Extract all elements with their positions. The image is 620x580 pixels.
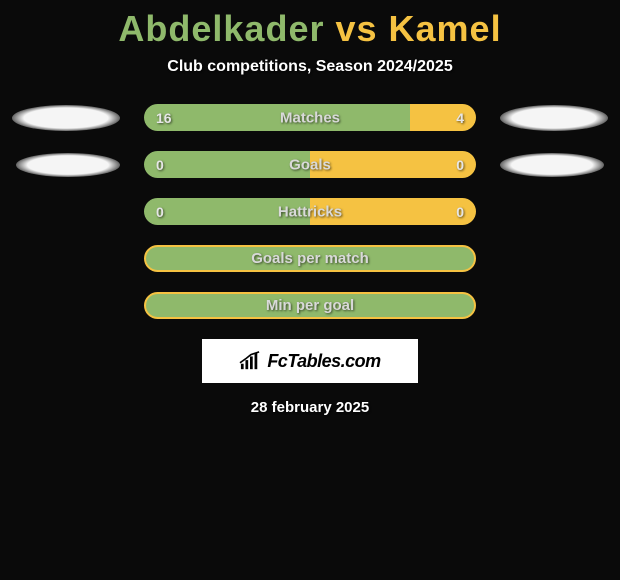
spacer (500, 199, 608, 225)
player2-name: Kamel (389, 8, 502, 49)
stat-bar: Goals00 (144, 151, 476, 178)
stat-bar: Hattricks00 (144, 198, 476, 225)
single-stat-label: Min per goal (266, 297, 354, 314)
single-stat-bar: Goals per match (144, 245, 476, 272)
date-text: 28 february 2025 (0, 399, 620, 416)
bar-segment-right (410, 104, 476, 131)
spacer (12, 199, 120, 225)
stat-row: Hattricks00 (0, 198, 620, 225)
stat-bar-wrap: Matches164 (144, 104, 476, 131)
page-title: Abdelkader vs Kamel (0, 8, 620, 50)
photo-shadow-right (500, 153, 604, 177)
stat-rows-container: Matches164 Goals00 Hattricks00 (0, 104, 620, 225)
bar-segment-right (310, 198, 476, 225)
player1-name: Abdelkader (118, 8, 324, 49)
watermark: FcTables.com (202, 339, 418, 383)
stat-row: Goals00 (0, 151, 620, 178)
single-bars-container: Goals per match Min per goal (0, 245, 620, 319)
bar-segment-left (144, 151, 310, 178)
photo-shadow-left (12, 105, 120, 131)
stat-bar-wrap: Hattricks00 (144, 198, 476, 225)
single-stat-label: Goals per match (251, 250, 369, 267)
stat-row: Matches164 (0, 104, 620, 131)
content-container: Abdelkader vs Kamel Club competitions, S… (0, 0, 620, 416)
photo-shadow-right (500, 105, 608, 131)
vs-text: vs (324, 8, 388, 49)
bar-segment-left (144, 104, 410, 131)
chart-icon (239, 351, 261, 371)
single-stat-bar: Min per goal (144, 292, 476, 319)
stat-bar-wrap: Goals00 (144, 151, 476, 178)
photo-shadow-left (16, 153, 120, 177)
watermark-text: FcTables.com (267, 351, 380, 372)
bar-segment-right (310, 151, 476, 178)
stat-bar: Matches164 (144, 104, 476, 131)
bar-segment-left (144, 198, 310, 225)
subtitle: Club competitions, Season 2024/2025 (0, 58, 620, 76)
